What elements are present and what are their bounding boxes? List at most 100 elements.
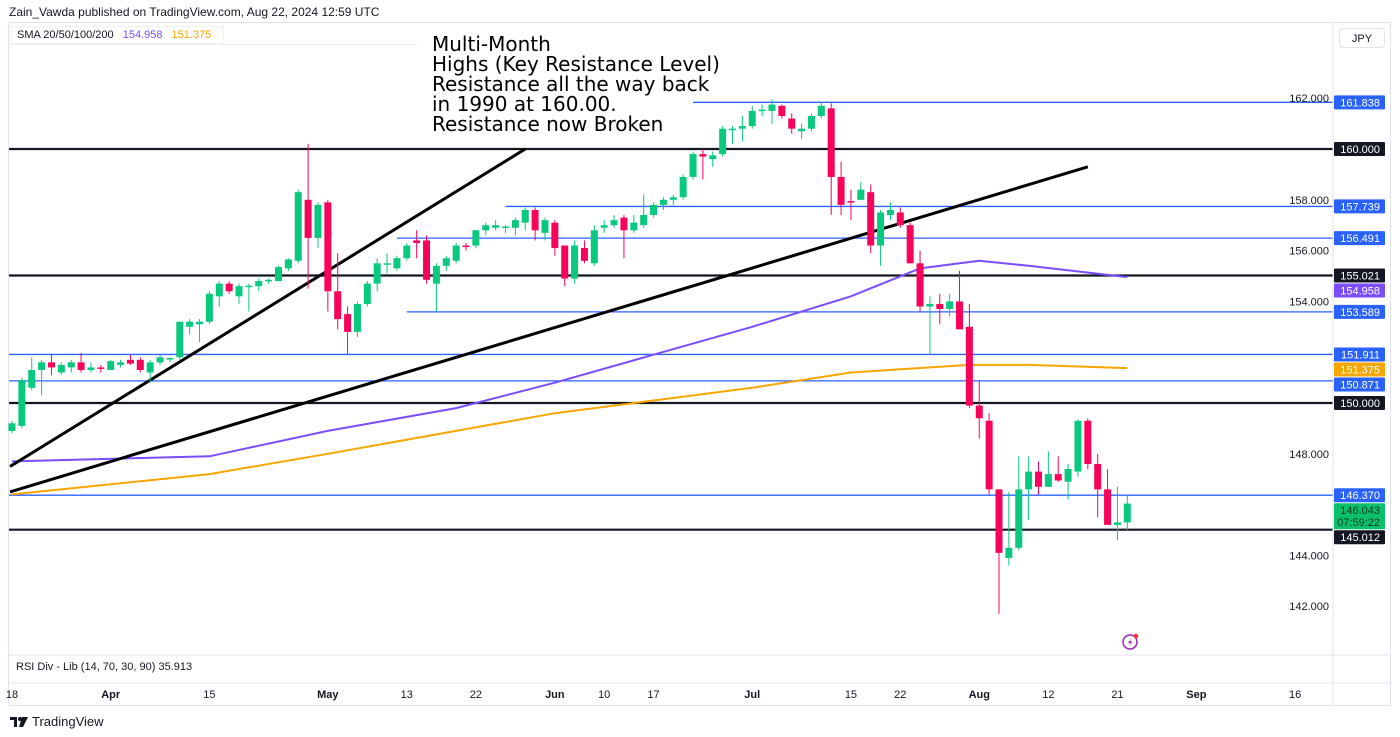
candle[interactable] (640, 194, 648, 228)
candle[interactable] (610, 215, 618, 228)
candle[interactable] (284, 258, 292, 271)
candle[interactable] (1044, 451, 1052, 487)
sma100-line[interactable] (11, 259, 1128, 463)
candle[interactable] (748, 105, 756, 129)
candle[interactable] (738, 115, 746, 142)
candle[interactable] (709, 151, 717, 167)
candle[interactable] (1084, 418, 1092, 470)
candle[interactable] (57, 362, 65, 376)
candle[interactable] (580, 240, 588, 264)
candle[interactable] (28, 357, 36, 391)
candle[interactable] (38, 359, 46, 396)
candle[interactable] (1074, 419, 1082, 477)
candle[interactable] (630, 215, 638, 233)
candle[interactable] (294, 189, 302, 264)
candle[interactable] (926, 296, 934, 355)
candle[interactable] (314, 202, 322, 249)
candle[interactable] (225, 281, 233, 294)
candle[interactable] (324, 199, 332, 312)
candle[interactable] (166, 357, 174, 363)
candle[interactable] (215, 281, 223, 307)
candle[interactable] (896, 207, 904, 228)
candle[interactable] (669, 194, 677, 205)
candle[interactable] (432, 263, 440, 312)
candle[interactable] (363, 281, 371, 307)
candle[interactable] (719, 126, 727, 157)
candle[interactable] (1054, 456, 1062, 482)
candle[interactable] (77, 352, 85, 373)
candle[interactable] (590, 225, 598, 266)
candle[interactable] (353, 301, 361, 337)
candle[interactable] (571, 240, 579, 284)
candle[interactable] (1094, 453, 1102, 518)
candle[interactable] (1015, 456, 1023, 551)
candle[interactable] (798, 123, 806, 139)
candle[interactable] (729, 126, 737, 144)
candle[interactable] (146, 359, 154, 383)
candle[interactable] (788, 113, 796, 134)
candle[interactable] (847, 189, 855, 221)
candle[interactable] (482, 222, 490, 236)
candle[interactable] (373, 258, 381, 292)
candle[interactable] (659, 197, 667, 210)
candle[interactable] (472, 230, 480, 249)
trendline[interactable] (9, 147, 527, 468)
candle[interactable] (620, 215, 628, 259)
candle[interactable] (1123, 494, 1131, 530)
candle[interactable] (985, 413, 993, 495)
candle[interactable] (699, 149, 707, 180)
candle[interactable] (867, 184, 875, 254)
candle[interactable] (827, 103, 835, 216)
candle[interactable] (274, 265, 282, 282)
candle[interactable] (531, 207, 539, 241)
candle[interactable] (521, 207, 529, 231)
candle[interactable] (807, 113, 815, 132)
candle[interactable] (551, 220, 559, 256)
trendline[interactable] (9, 165, 1089, 494)
candle[interactable] (1104, 469, 1112, 525)
candle[interactable] (176, 321, 184, 360)
currency-button[interactable]: JPY (1339, 28, 1385, 48)
annotation-text[interactable]: Multi-Month Highs (Key Resistance Level)… (432, 32, 720, 136)
candle[interactable] (403, 242, 411, 261)
candle[interactable] (650, 202, 658, 218)
candle[interactable] (965, 303, 973, 409)
candle[interactable] (462, 242, 470, 251)
candle[interactable] (107, 359, 115, 370)
candle[interactable] (936, 293, 944, 325)
candle[interactable] (817, 102, 825, 119)
lightning-alert-icon[interactable] (1122, 633, 1139, 650)
candle[interactable] (600, 220, 608, 233)
candle[interactable] (136, 357, 144, 373)
candle[interactable] (1113, 486, 1121, 541)
candle[interactable] (1064, 463, 1072, 500)
candle[interactable] (126, 354, 134, 365)
candle[interactable] (196, 319, 204, 343)
candle[interactable] (18, 377, 26, 429)
candle[interactable] (679, 174, 687, 200)
candle[interactable] (956, 270, 964, 330)
candle[interactable] (758, 104, 766, 116)
rsi-legend[interactable]: RSI Div - Lib (14, 70, 30, 90) 35.913 (16, 661, 193, 673)
candle[interactable] (916, 250, 924, 312)
candle[interactable] (886, 202, 894, 221)
candle[interactable] (452, 242, 460, 264)
candle[interactable] (502, 225, 509, 233)
candle[interactable] (1005, 491, 1013, 566)
candle[interactable] (265, 278, 273, 284)
candle[interactable] (768, 99, 776, 124)
candle[interactable] (8, 420, 16, 434)
candle[interactable] (423, 235, 431, 284)
candle[interactable] (995, 489, 1003, 614)
candle[interactable] (255, 278, 263, 292)
candle[interactable] (1034, 461, 1042, 495)
candle[interactable] (117, 359, 125, 368)
tradingview-logo[interactable]: TradingView (10, 714, 104, 729)
candle[interactable] (304, 143, 312, 289)
candle[interactable] (393, 255, 401, 271)
sma200-line[interactable] (11, 363, 1128, 496)
candle[interactable] (689, 151, 697, 180)
candle[interactable] (837, 161, 845, 216)
candle[interactable] (975, 380, 983, 439)
